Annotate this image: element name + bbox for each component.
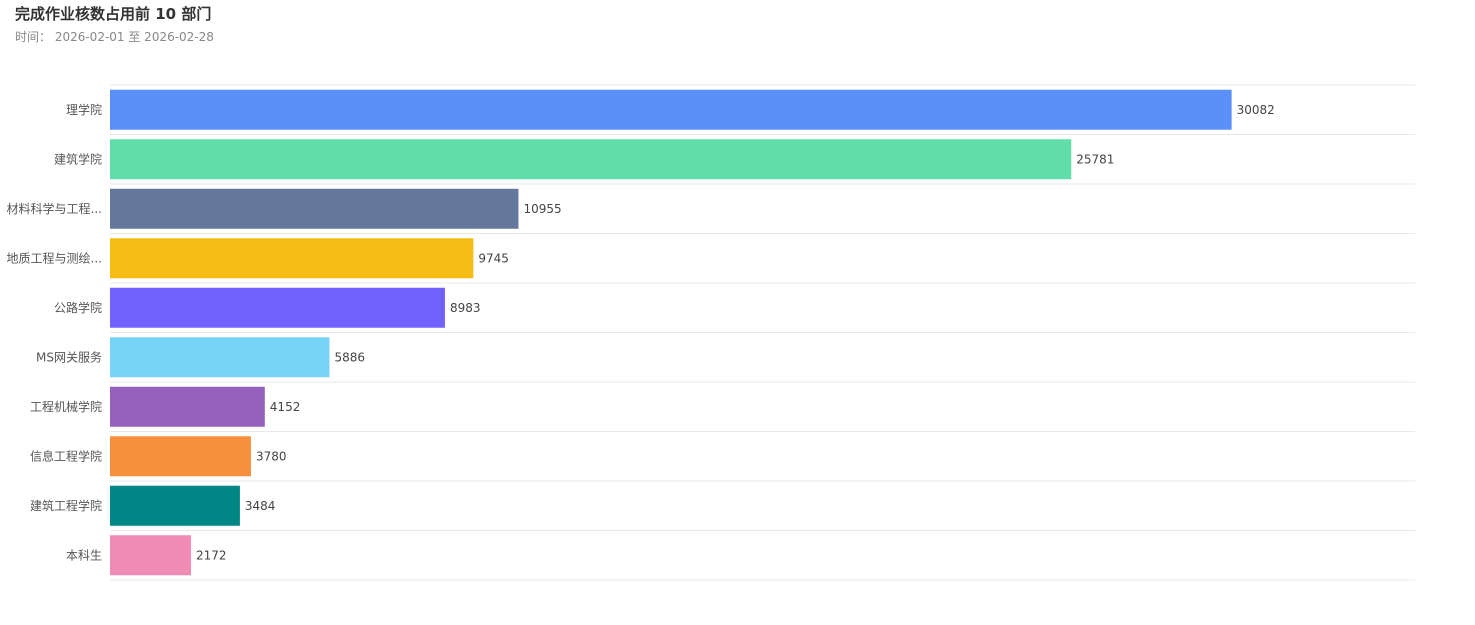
data-label: 25781 [1076, 152, 1114, 166]
data-label: 30082 [1237, 103, 1275, 117]
category-label: MS网关服务 [36, 349, 102, 364]
bar [110, 436, 251, 477]
data-label: 9745 [478, 251, 509, 265]
category-label: 建筑工程学院 [30, 498, 102, 513]
category-label: 本科生 [66, 548, 102, 562]
bar [110, 238, 474, 279]
bar [110, 287, 445, 328]
category-label: 建筑学院 [54, 151, 102, 166]
bar [110, 89, 1232, 130]
bar [110, 485, 240, 526]
category-label: 理学院 [66, 102, 102, 117]
data-label: 3780 [256, 449, 287, 463]
data-label: 4152 [270, 400, 301, 414]
bar [110, 386, 265, 427]
bar [110, 188, 519, 229]
data-label: 2172 [196, 548, 227, 562]
bar [110, 535, 191, 576]
chart-title: 完成作业核数占用前 10 部门 [15, 5, 212, 23]
data-label: 10955 [523, 202, 561, 216]
bar [110, 139, 1072, 180]
category-label: 信息工程学院 [30, 448, 102, 463]
data-label: 5886 [334, 350, 365, 364]
data-label: 3484 [245, 499, 276, 513]
chart-subtitle: 时间： 2026-02-01 至 2026-02-28 [15, 30, 214, 44]
bar [110, 337, 330, 378]
category-label: 地质工程与测绘... [7, 250, 102, 265]
category-label: 工程机械学院 [30, 399, 102, 414]
category-label: 公路学院 [54, 300, 102, 315]
category-label: 材料科学与工程... [7, 201, 102, 216]
data-label: 8983 [450, 301, 481, 315]
